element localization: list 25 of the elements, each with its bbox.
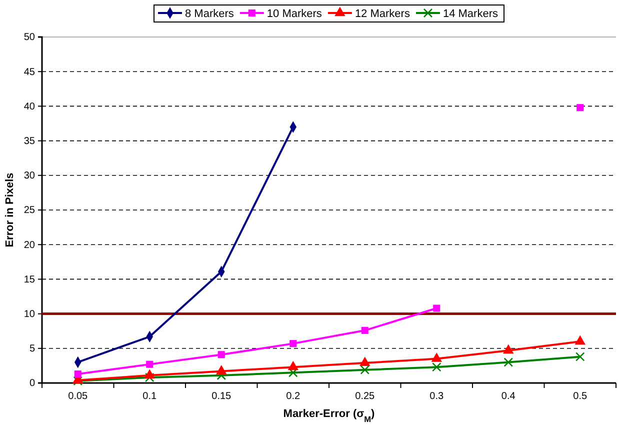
- x-tick-label: 0.4: [501, 391, 516, 402]
- x-tick-label: 0.2: [286, 391, 301, 402]
- legend-label: 8 Markers: [185, 8, 234, 20]
- x-tick-label: 0.15: [212, 391, 232, 402]
- y-tick-label: 35: [24, 136, 36, 147]
- y-tick-label: 25: [24, 205, 36, 216]
- x-tick-label: 0.5: [573, 391, 588, 402]
- y-tick-label: 20: [24, 240, 36, 251]
- legend-label: 10 Markers: [266, 8, 322, 20]
- y-tick-label: 45: [24, 66, 36, 78]
- legend-label: 12 Markers: [354, 8, 410, 20]
- x-tick-label: 0.1: [142, 391, 158, 402]
- y-tick-label: 5: [29, 344, 36, 355]
- legend-label: 14 Markers: [442, 8, 498, 20]
- x-tick-label: 0.3: [430, 391, 444, 402]
- y-tick-label: 15: [24, 274, 36, 286]
- y-tick-label: 0: [29, 378, 36, 390]
- x-tick-label: 0.05: [68, 391, 88, 402]
- y-tick-label: 40: [24, 101, 36, 112]
- y-tick-label: 10: [24, 309, 36, 320]
- x-axis-title: Marker-Error (σ$_{M}$): [283, 408, 376, 424]
- y-axis-title: Error in Pixels: [4, 172, 16, 248]
- y-tick-label: 50: [24, 32, 36, 44]
- x-tick-label: 0.25: [355, 391, 376, 402]
- y-tick-label: 30: [24, 170, 36, 182]
